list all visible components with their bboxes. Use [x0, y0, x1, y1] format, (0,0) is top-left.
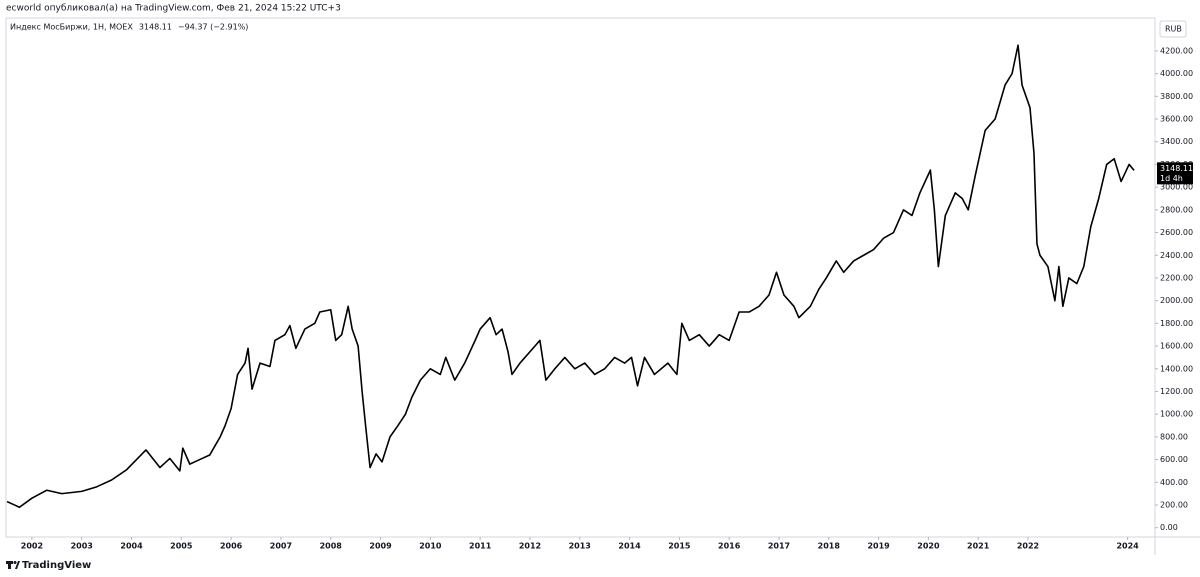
- x-tick-label: 2016: [718, 542, 741, 551]
- y-tick-label: 4000.00: [1160, 69, 1193, 78]
- y-tick-label: 3400.00: [1160, 137, 1193, 146]
- y-tick-label: 2800.00: [1160, 205, 1193, 214]
- x-tick-label: 2004: [120, 542, 143, 551]
- x-tick-label: 2012: [519, 542, 541, 551]
- y-tick-label: 0.00: [1160, 523, 1178, 532]
- x-tick-label: 2024: [1116, 542, 1139, 551]
- y-tick-label: 400.00: [1160, 478, 1188, 487]
- x-tick-label: 2010: [419, 542, 442, 551]
- x-tick-label: 2017: [768, 542, 790, 551]
- brand: TradingView: [22, 560, 91, 571]
- x-tick-label: 2014: [618, 542, 641, 551]
- y-tick-label: 1600.00: [1160, 342, 1193, 351]
- y-tick-label: 3800.00: [1160, 92, 1193, 101]
- x-tick-label: 2002: [21, 542, 43, 551]
- y-tick-label: 200.00: [1160, 500, 1188, 509]
- y-tick-label: 1800.00: [1160, 319, 1193, 328]
- currency: RUB: [1165, 25, 1182, 34]
- y-tick-label: 800.00: [1160, 432, 1188, 441]
- last-price: 3148.11: [139, 23, 172, 32]
- y-tick-label: 4200.00: [1160, 46, 1193, 55]
- currency-box[interactable]: [1159, 20, 1187, 38]
- price-label-box: [1157, 162, 1193, 185]
- y-tick-label: 1400.00: [1160, 364, 1193, 373]
- x-tick-label: 2007: [270, 542, 292, 551]
- x-tick-label: 2008: [320, 542, 343, 551]
- y-tick-label: 600.00: [1160, 455, 1188, 464]
- y-tick-label: 1200.00: [1160, 387, 1193, 396]
- chart-title: Индекс МосБиржи, 1Н, MOEX: [10, 23, 133, 32]
- x-tick-label: 2019: [867, 542, 890, 551]
- x-tick-label: 2006: [220, 542, 243, 551]
- x-tick-label: 2021: [967, 542, 990, 551]
- price-line: [6, 44, 1135, 509]
- y-tick-label: 2600.00: [1160, 228, 1193, 237]
- y-tick-label: 2000.00: [1160, 296, 1193, 305]
- x-tick-label: 2003: [71, 542, 93, 551]
- x-tick-label: 2020: [917, 542, 940, 551]
- brand-logo: [6, 561, 20, 569]
- y-tick-label: 1000.00: [1160, 410, 1193, 419]
- y-tick-label: 3600.00: [1160, 115, 1193, 124]
- y-tick-label: 2200.00: [1160, 273, 1193, 282]
- x-tick-label: 2011: [469, 542, 492, 551]
- price-label: 3148.11: [1160, 164, 1193, 173]
- x-tick-label: 2005: [170, 542, 193, 551]
- y-tick-label: 3000.00: [1160, 183, 1193, 192]
- x-tick-label: 2018: [818, 542, 841, 551]
- y-tick-label: 2400.00: [1160, 251, 1193, 260]
- x-tick-label: 2009: [369, 542, 392, 551]
- x-tick-label: 2013: [569, 542, 591, 551]
- price-change: −94.37 (−2.91%): [178, 23, 249, 32]
- countdown: 1d 4h: [1160, 174, 1183, 183]
- publisher-header: ecworld опубликовал(а) на TradingView.co…: [6, 4, 341, 14]
- x-tick-label: 2015: [668, 542, 691, 551]
- x-tick-label: 2022: [1017, 542, 1039, 551]
